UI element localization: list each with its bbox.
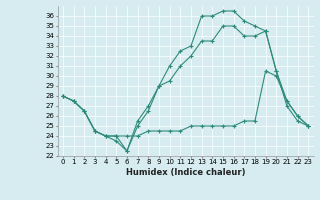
X-axis label: Humidex (Indice chaleur): Humidex (Indice chaleur) [126,168,245,177]
